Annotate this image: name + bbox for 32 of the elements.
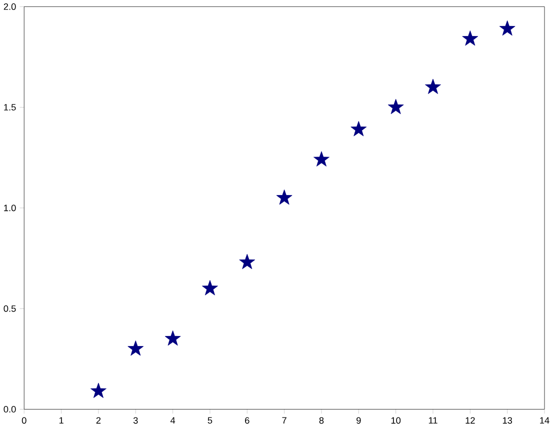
point (388, 98, 404, 114)
point (276, 189, 292, 205)
x-tick-label: 0 (22, 417, 26, 424)
x-tick-label: 12 (466, 417, 475, 424)
y-tick-label: 0.0 (4, 406, 16, 412)
point (90, 382, 106, 398)
x-tick-label: 1 (59, 417, 64, 424)
y-tick-label: 1.0 (4, 204, 16, 212)
point (164, 330, 181, 346)
x-tick-label: 2 (96, 417, 101, 424)
point (350, 121, 367, 136)
point (239, 254, 256, 270)
y-tick-label: 0.5 (4, 305, 16, 312)
point (462, 30, 478, 46)
x-tick-label: 6 (245, 417, 250, 424)
x-tick-label: 13 (502, 417, 512, 424)
point (128, 340, 144, 356)
point (314, 151, 330, 166)
point (425, 78, 441, 94)
x-tick-label: 5 (208, 417, 212, 424)
x-tick-label: 3 (133, 417, 138, 424)
x-tick-label: 4 (170, 417, 176, 424)
point (499, 20, 516, 36)
y-tick-label: 2.0 (4, 3, 16, 10)
x-tick-label: 8 (319, 417, 324, 424)
y-tick-label: 1.5 (4, 104, 16, 110)
x-tick-label: 7 (282, 417, 286, 424)
x-tick-label: 10 (391, 417, 401, 424)
x-tick-label: 14 (540, 417, 550, 424)
x-tick-label: 9 (356, 417, 361, 424)
x-tick-label: 11 (428, 417, 438, 424)
point (202, 280, 218, 296)
